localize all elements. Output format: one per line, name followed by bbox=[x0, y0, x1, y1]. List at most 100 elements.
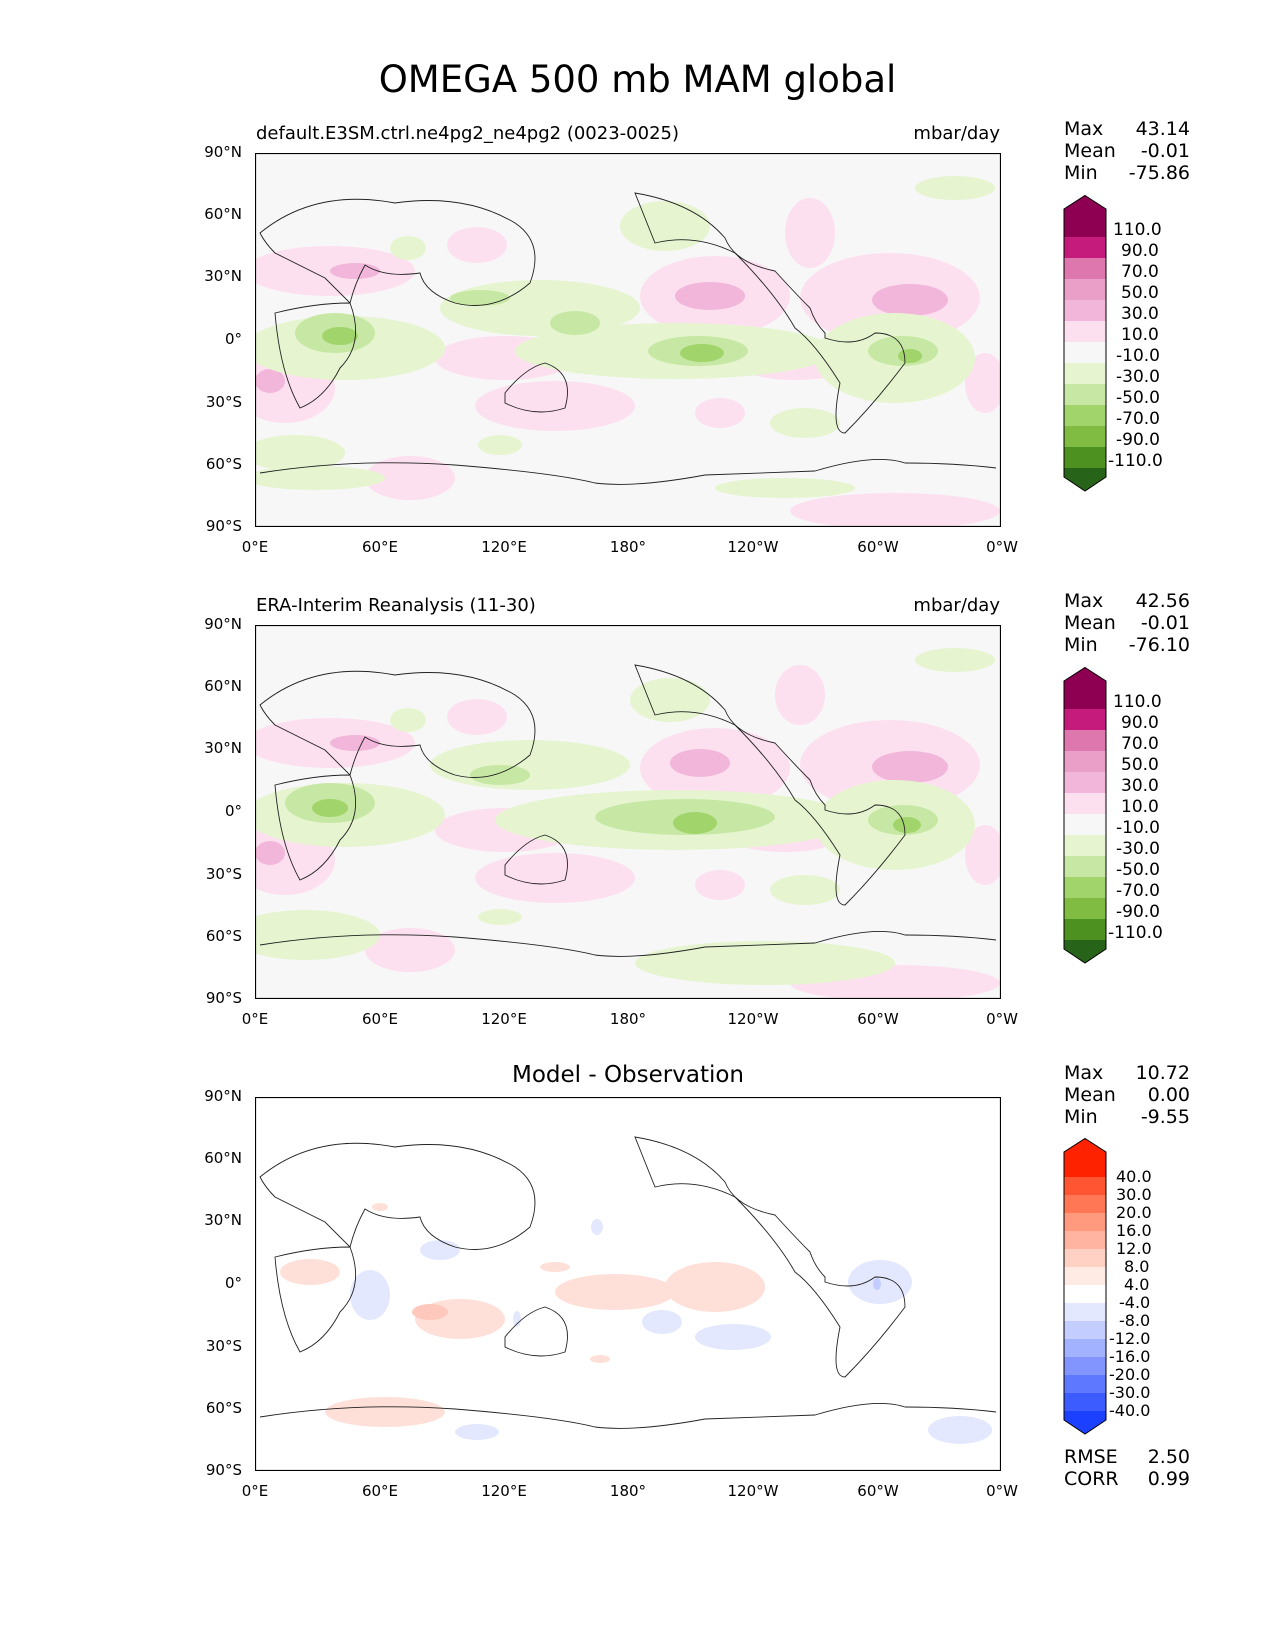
cbar1-label: -90.0 bbox=[1116, 430, 1160, 450]
cbar2-label: -90.0 bbox=[1116, 902, 1160, 922]
panel2-xtick: 180° bbox=[609, 1010, 647, 1028]
cbar1-label: -110.0 bbox=[1108, 451, 1163, 471]
panel2-ytick: 0° bbox=[224, 802, 242, 820]
panel3-xtick: 60°E bbox=[361, 1482, 399, 1500]
panel1-units: mbar/day bbox=[913, 123, 1000, 144]
panel2-xtick: 0°W bbox=[986, 1010, 1018, 1028]
cbar2-label: 90.0 bbox=[1121, 713, 1159, 733]
rmse-value: 2.50 bbox=[1147, 1446, 1190, 1468]
cbar1-label: 110.0 bbox=[1113, 220, 1162, 240]
panel2-xtick: 60°W bbox=[857, 1010, 899, 1028]
panel2-xtick: 60°E bbox=[361, 1010, 399, 1028]
panel2-mean: -0.01 bbox=[1140, 612, 1190, 634]
cbar3-label: -12.0 bbox=[1109, 1329, 1151, 1348]
panel3-xtick: 120°E bbox=[481, 1482, 527, 1500]
cbar3-label: 8.0 bbox=[1124, 1257, 1150, 1276]
panel2-max: 42.56 bbox=[1135, 590, 1190, 612]
panel3-xtick: 180° bbox=[609, 1482, 647, 1500]
panel2-xtick: 120°W bbox=[727, 1010, 779, 1028]
panel1-xtick: 60°W bbox=[857, 538, 899, 556]
cbar1-label: 50.0 bbox=[1121, 283, 1159, 303]
cbar2-label: -30.0 bbox=[1116, 839, 1160, 859]
panel1-mean: -0.01 bbox=[1140, 140, 1190, 162]
panel2-title: ERA-Interim Reanalysis (11-30) bbox=[256, 595, 536, 616]
panel1-ytick: 60°S bbox=[205, 455, 242, 473]
cbar1-label: -10.0 bbox=[1116, 346, 1160, 366]
panel1-ytick: 30°N bbox=[204, 267, 242, 285]
panel2-ytick: 90°N bbox=[204, 615, 242, 633]
panel2-ytick: 60°N bbox=[204, 677, 242, 695]
panel3-ytick: 60°N bbox=[204, 1149, 242, 1167]
panel1-ytick: 0° bbox=[224, 330, 242, 348]
cbar3-label: 30.0 bbox=[1116, 1185, 1152, 1204]
cbar2-label: 10.0 bbox=[1121, 797, 1159, 817]
panel1-map bbox=[255, 153, 1001, 527]
cbar2-label: 50.0 bbox=[1121, 755, 1159, 775]
figure-title: OMEGA 500 mb MAM global bbox=[378, 58, 897, 101]
cbar3-label: 16.0 bbox=[1116, 1221, 1152, 1240]
cbar1-label: -30.0 bbox=[1116, 367, 1160, 387]
panel3-xtick: 0°W bbox=[986, 1482, 1018, 1500]
cbar1-label: 90.0 bbox=[1121, 241, 1159, 261]
panel1-stats: Max 43.14 Mean -0.01 Min -75.86 bbox=[1064, 118, 1190, 184]
panel3-colorbar-bar bbox=[1063, 1138, 1107, 1435]
panel3-xtick: 0°E bbox=[241, 1482, 269, 1500]
panel2-units: mbar/day bbox=[913, 595, 1000, 616]
cbar2-label: 30.0 bbox=[1121, 776, 1159, 796]
panel1-min: -75.86 bbox=[1128, 162, 1190, 184]
panel3-ytick: 90°S bbox=[205, 1461, 242, 1479]
panel2-map bbox=[255, 625, 1001, 999]
panel1-colorbar-bar bbox=[1063, 195, 1107, 492]
cbar3-label: -40.0 bbox=[1109, 1401, 1151, 1420]
panel1-xtick: 60°E bbox=[361, 538, 399, 556]
cbar1-label: -50.0 bbox=[1116, 388, 1160, 408]
panel2-xtick: 120°E bbox=[481, 1010, 527, 1028]
panel3-xtick: 120°W bbox=[727, 1482, 779, 1500]
cbar3-label: 40.0 bbox=[1116, 1167, 1152, 1186]
panel3-ytick: 90°N bbox=[204, 1087, 242, 1105]
cbar3-label: 20.0 bbox=[1116, 1203, 1152, 1222]
panel1-ytick: 90°N bbox=[204, 143, 242, 161]
panel1-ytick: 30°S bbox=[205, 393, 242, 411]
panel1-xtick: 120°E bbox=[481, 538, 527, 556]
cbar2-label: -110.0 bbox=[1108, 923, 1163, 943]
panel1-xtick: 0°W bbox=[986, 538, 1018, 556]
panel1-max: 43.14 bbox=[1135, 118, 1190, 140]
panel3-ytick: 60°S bbox=[205, 1399, 242, 1417]
panel3-ytick: 0° bbox=[224, 1274, 242, 1292]
panel3-metrics: RMSE 2.50 CORR 0.99 bbox=[1064, 1446, 1190, 1490]
panel3-title: Model - Observation bbox=[511, 1062, 745, 1088]
panel2-ytick: 30°N bbox=[204, 739, 242, 757]
panel2-xtick: 0°E bbox=[241, 1010, 269, 1028]
panel3-max: 10.72 bbox=[1135, 1062, 1190, 1084]
cbar3-label: -16.0 bbox=[1109, 1347, 1151, 1366]
panel1-ytick: 60°N bbox=[204, 205, 242, 223]
cbar3-label: -8.0 bbox=[1119, 1311, 1151, 1330]
cbar2-label: -50.0 bbox=[1116, 860, 1160, 880]
corr-value: 0.99 bbox=[1147, 1468, 1190, 1490]
cbar2-label: 110.0 bbox=[1113, 692, 1162, 712]
cbar2-label: 70.0 bbox=[1121, 734, 1159, 754]
cbar3-label: -20.0 bbox=[1109, 1365, 1151, 1384]
panel3-stats: Max 10.72 Mean 0.00 Min -9.55 bbox=[1064, 1062, 1190, 1128]
panel2-ytick: 60°S bbox=[205, 927, 242, 945]
panel2-min: -76.10 bbox=[1128, 634, 1190, 656]
cbar1-label: -70.0 bbox=[1116, 409, 1160, 429]
panel1-title: default.E3SM.ctrl.ne4pg2_ne4pg2 (0023-00… bbox=[256, 123, 679, 144]
cbar3-label: 12.0 bbox=[1116, 1239, 1152, 1258]
cbar1-label: 30.0 bbox=[1121, 304, 1159, 324]
panel3-xtick: 60°W bbox=[857, 1482, 899, 1500]
panel1-xtick: 180° bbox=[609, 538, 647, 556]
panel3-ytick: 30°N bbox=[204, 1211, 242, 1229]
cbar1-label: 10.0 bbox=[1121, 325, 1159, 345]
panel3-ytick: 30°S bbox=[205, 1337, 242, 1355]
cbar3-label: -4.0 bbox=[1119, 1293, 1151, 1312]
panel1-ytick: 90°S bbox=[205, 517, 242, 535]
cbar3-label: -30.0 bbox=[1109, 1383, 1151, 1402]
cbar1-label: 70.0 bbox=[1121, 262, 1159, 282]
cbar2-label: -10.0 bbox=[1116, 818, 1160, 838]
panel1-xtick: 0°E bbox=[241, 538, 269, 556]
panel2-ytick: 90°S bbox=[205, 989, 242, 1007]
panel2-ytick: 30°S bbox=[205, 865, 242, 883]
panel3-map bbox=[255, 1097, 1001, 1471]
